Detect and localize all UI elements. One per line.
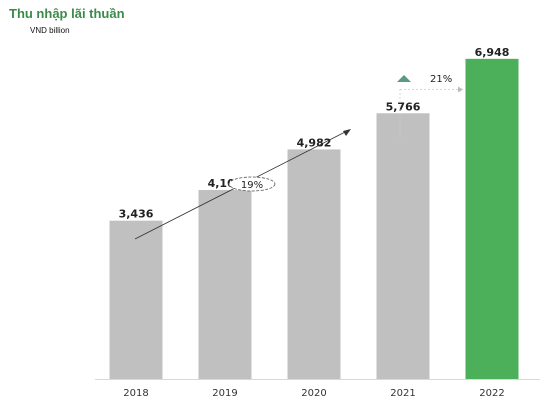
- trend-growth-label: 19%: [241, 180, 263, 191]
- value-label-2021: 5,766: [386, 100, 421, 113]
- category-label-2018: 2018: [123, 388, 148, 399]
- category-label-2022: 2022: [479, 388, 504, 399]
- chart-subtitle: VND billion: [30, 26, 70, 35]
- bar-2020: [287, 149, 341, 379]
- yoy-arrow-head: [458, 86, 463, 93]
- up-arrow-icon: [397, 75, 411, 82]
- bar-2021: [376, 113, 430, 380]
- bar-2019: [198, 190, 252, 379]
- chart-title: Thu nhập lãi thuần: [9, 6, 125, 21]
- value-label-2020: 4,982: [297, 136, 332, 149]
- category-label-2019: 2019: [212, 388, 237, 399]
- yoy-growth-label: 21%: [430, 74, 452, 85]
- category-label-2021: 2021: [390, 388, 415, 399]
- trend-growth-ellipse: [228, 176, 276, 192]
- category-label-2020: 2020: [301, 388, 326, 399]
- bar-2022: [465, 58, 519, 380]
- category-labels-group: 2018 2019 2020 2021 2022: [123, 388, 504, 399]
- bars-group: [109, 58, 519, 380]
- value-label-2018: 3,436: [119, 208, 154, 221]
- bar-2018: [109, 220, 163, 379]
- value-label-2022: 6,948: [475, 46, 510, 59]
- trend-arrow-head: [343, 129, 351, 136]
